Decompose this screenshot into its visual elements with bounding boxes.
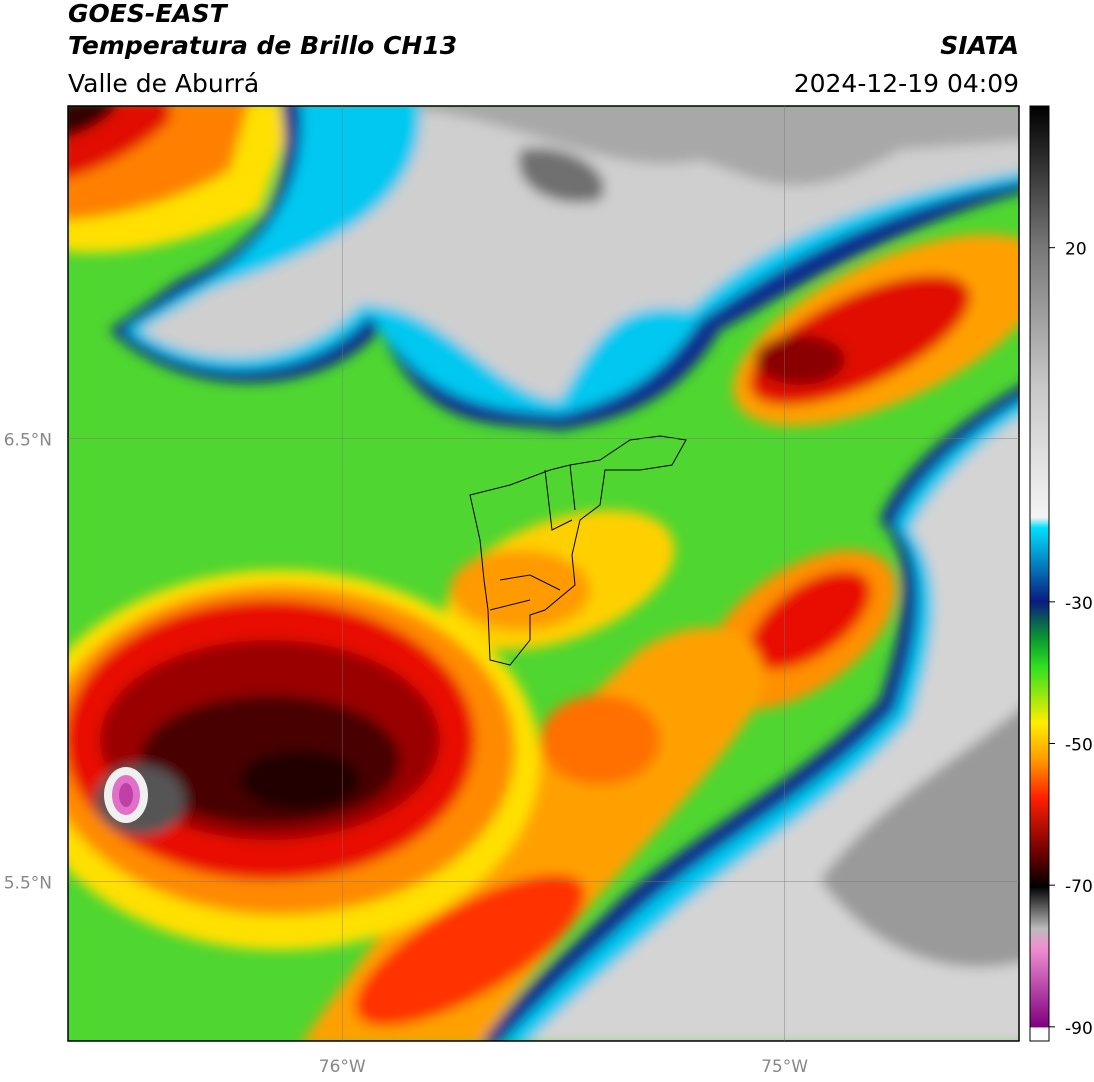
map-frame [67,105,1020,1042]
product-title: Temperatura de Brillo CH13 [68,31,457,60]
colorbar-tick-label: 20 [1065,240,1087,260]
x-tick-label: 76°W [319,1057,366,1077]
colorbar-tick-label: -30 [1065,594,1093,614]
colorbar-tick-label: -50 [1065,736,1093,756]
colorbar-tick-label: -90 [1065,1019,1093,1039]
satellite-title: GOES-EAST [68,0,229,28]
municipal-boundaries [469,435,687,666]
x-tick-label: 75°W [761,1057,808,1077]
datetime-label: 2024-12-19 04:09 [794,69,1019,98]
agency-label: SIATA [940,31,1019,60]
colorbar [1029,105,1050,1042]
region-label: Valle de Aburrá [68,69,259,98]
colorbar-tick-label: -70 [1065,877,1093,897]
satellite-image [68,106,1019,1041]
y-tick-label: 6.5°N [4,430,52,450]
y-tick-label: 5.5°N [4,873,52,893]
